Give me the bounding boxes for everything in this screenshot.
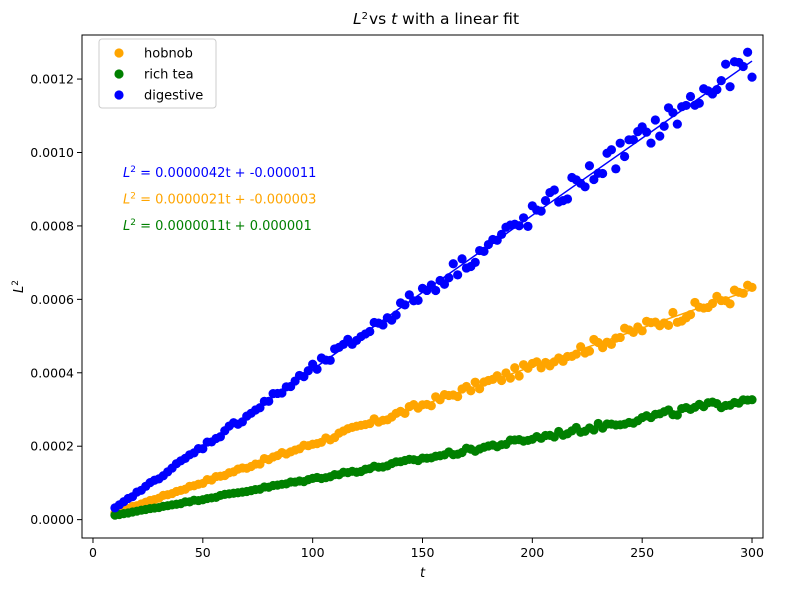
data-point [198, 444, 208, 454]
fit-equation: L2 = 0.0000042t + -0.000011 [123, 165, 316, 181]
data-point [391, 310, 401, 320]
data-point [536, 206, 546, 216]
x-tick-label: 250 [630, 545, 654, 560]
legend-marker [114, 90, 124, 100]
data-point [365, 326, 375, 337]
y-tick-label: 0.0010 [30, 145, 74, 160]
data-point [439, 279, 450, 289]
data-point [413, 295, 423, 305]
data-point [668, 307, 678, 318]
x-axis-label: t [420, 566, 426, 581]
data-point [470, 257, 480, 267]
data-point [580, 182, 590, 192]
data-point [681, 100, 691, 111]
y-tick-label: 0.0004 [30, 365, 74, 380]
data-point [725, 299, 735, 309]
data-point [620, 151, 630, 162]
y-tick-label: 0.0012 [30, 72, 74, 87]
legend: hobnob rich tea digestive [98, 38, 217, 109]
series-hobnob [110, 280, 757, 518]
fit-line [114, 397, 753, 516]
series-digestive [110, 47, 757, 513]
legend-box [98, 38, 217, 109]
fit-equation: L2 = 0.0000021t + -0.000003 [123, 192, 316, 208]
x-tick-label: 100 [301, 545, 325, 560]
y-tick-label: 0.0008 [30, 218, 74, 233]
data-point [453, 270, 463, 280]
data-point [716, 76, 726, 86]
chart-title: L2vs t with a linear fit [353, 10, 519, 28]
data-point [725, 82, 735, 92]
legend-label: digestive [144, 89, 203, 104]
data-point [641, 127, 652, 137]
data-point [584, 346, 595, 356]
data-point [562, 194, 573, 204]
data-point [523, 221, 533, 231]
data-point [721, 59, 731, 69]
data-point [598, 168, 608, 179]
data-point [685, 91, 696, 102]
fit-equation: L2 = 0.0000011t + 0.000001 [123, 218, 312, 234]
fit-line [114, 288, 753, 514]
data-point [694, 98, 704, 108]
data-point [615, 138, 625, 148]
data-point [312, 364, 322, 374]
y-axis-label: L2 [11, 280, 27, 293]
data-point [672, 119, 682, 129]
axes-layer: 0 50 100 150 200 250 300 0.0000 0.0002 0.0004 0.00… [11, 34, 764, 581]
data-point [457, 254, 467, 264]
fit-line [114, 60, 753, 509]
series-layer [110, 47, 757, 520]
data-point [655, 131, 665, 141]
data-point [747, 395, 757, 405]
x-tick-label: 150 [411, 545, 435, 560]
x-tick-label: 200 [520, 545, 544, 560]
data-point [663, 320, 674, 330]
legend-marker [114, 69, 124, 79]
data-point [747, 72, 757, 82]
legend-label: hobnob [144, 47, 193, 62]
fit-equations: L2 = 0.0000042t + -0.000011 L2 = 0.000002… [123, 165, 316, 234]
legend-label: rich tea [144, 68, 194, 83]
data-point [743, 47, 753, 57]
data-point [448, 259, 458, 269]
x-tick-label: 300 [740, 545, 764, 560]
legend-marker [114, 48, 124, 58]
data-point [496, 229, 507, 239]
x-tick-label: 50 [195, 545, 211, 560]
x-tick-label: 0 [89, 545, 97, 560]
data-point [431, 285, 441, 296]
y-tick-label: 0.0006 [30, 292, 74, 307]
data-point [584, 161, 595, 171]
data-point [540, 196, 551, 206]
data-point [650, 115, 660, 125]
data-point [479, 246, 489, 256]
y-tick-label: 0.0000 [30, 512, 74, 527]
data-point [303, 366, 313, 376]
data-point [514, 371, 524, 381]
data-point [611, 164, 621, 174]
data-point [646, 138, 656, 148]
y-tick-label: 0.0002 [30, 439, 74, 454]
data-point [470, 377, 480, 387]
data-point [549, 185, 559, 195]
data-point [606, 145, 617, 155]
data-point [510, 363, 520, 373]
series-rich-tea [110, 395, 757, 520]
